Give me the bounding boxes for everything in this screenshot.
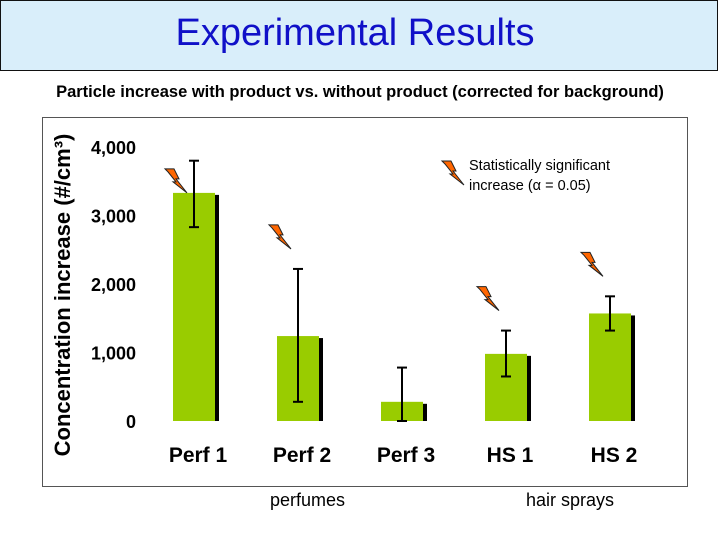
x-tick-label: HS 1	[487, 444, 534, 467]
bar-shadow	[422, 403, 427, 421]
legend-text-line2: increase (α = 0.05)	[469, 178, 591, 194]
y-axis-label: Concentration increase (#/cm³)	[50, 134, 75, 457]
page-title: Experimental Results	[175, 12, 535, 54]
lightning-bolt-icon	[267, 224, 292, 250]
legend-text-line1: Statistically significant	[469, 158, 610, 174]
group-label-hair-sprays: hair sprays	[526, 490, 615, 510]
legend-lightning-bolt-icon	[440, 160, 465, 186]
lightning-bolt-shape	[579, 251, 604, 277]
x-tick-label: Perf 2	[273, 444, 331, 467]
lightning-bolt-icon	[579, 251, 604, 277]
y-tick-label: 2,000	[91, 275, 136, 295]
y-tick-label: 3,000	[91, 207, 136, 227]
y-tick-label: 0	[126, 412, 136, 432]
lightning-bolt-icon	[475, 286, 500, 311]
bar-shadow	[318, 338, 323, 421]
bar-shadow	[630, 315, 635, 421]
y-tick-label: 1,000	[91, 344, 136, 364]
lightning-bolt-shape	[163, 168, 188, 194]
lightning-bolt-icon	[163, 168, 188, 194]
chart-frame	[42, 117, 688, 487]
y-tick-label: 4,000	[91, 138, 136, 158]
x-tick-label: Perf 1	[169, 444, 228, 467]
group-label-perfumes: perfumes	[270, 490, 346, 510]
chart-subtitle: Particle increase with product vs. witho…	[56, 83, 664, 101]
bar-shadow	[214, 194, 219, 421]
title-band	[0, 0, 718, 71]
lightning-bolt-shape	[440, 160, 465, 186]
lightning-bolt-shape	[475, 286, 500, 311]
lightning-bolt-shape	[267, 224, 292, 250]
bar	[173, 192, 215, 421]
x-tick-label: HS 2	[591, 444, 638, 467]
x-tick-label: Perf 3	[377, 444, 435, 467]
bar-shadow	[526, 355, 531, 421]
